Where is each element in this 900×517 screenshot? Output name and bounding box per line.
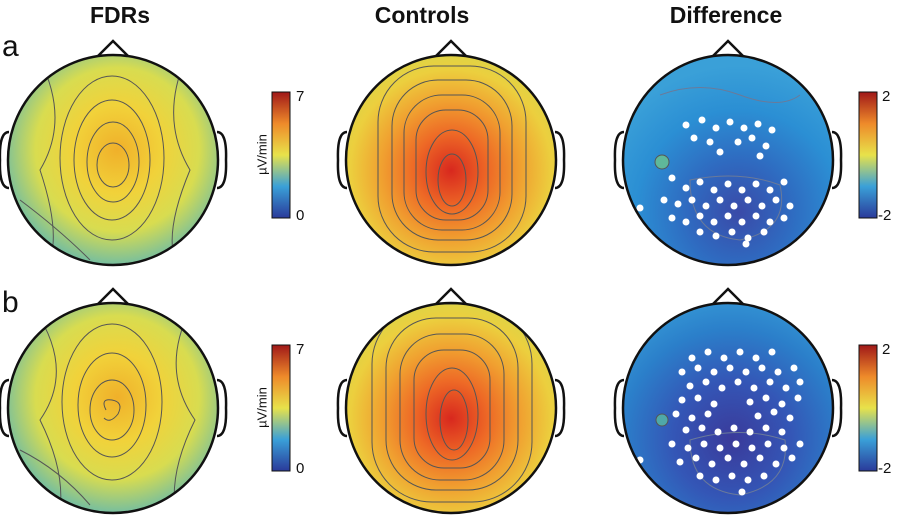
significance-dots-b [636, 348, 804, 496]
colorbar-diff-b-max: 2 [882, 341, 891, 358]
colorbar-diff-a-max: 2 [882, 88, 891, 105]
topoplot-controls-b [336, 287, 566, 515]
row-label-b: b [2, 286, 19, 319]
topoplot-controls-a [336, 39, 566, 267]
colorbar-diff-a-min: -2 [878, 207, 892, 224]
significance-dots-a [636, 116, 794, 248]
topoplot-fdrs-b [0, 287, 228, 515]
colorbar-power-b-max: 7 [296, 341, 305, 358]
colorbar-diff-b [858, 344, 878, 472]
column-title-difference: Difference [669, 2, 783, 28]
colorbar-power-a-min: 0 [296, 207, 305, 224]
colorbar-power-a [271, 91, 291, 219]
column-title-controls: Controls [374, 2, 470, 28]
colorbar-power-b-min: 0 [296, 460, 305, 477]
topoplot-fdrs-a [0, 39, 228, 267]
colorbar-power-b [271, 344, 291, 472]
column-title-fdrs: FDRs [89, 2, 151, 28]
topoplot-difference-b [613, 287, 843, 515]
colorbar-power-a-max: 7 [296, 88, 305, 105]
colorbar-power-a-unit: µV/min [254, 134, 270, 175]
colorbar-diff-b-min: -2 [878, 460, 892, 477]
row-label-a: a [2, 30, 19, 63]
colorbar-power-b-unit: µV/min [254, 387, 270, 428]
colorbar-diff-a [858, 91, 878, 219]
topoplot-difference-a [613, 39, 843, 267]
